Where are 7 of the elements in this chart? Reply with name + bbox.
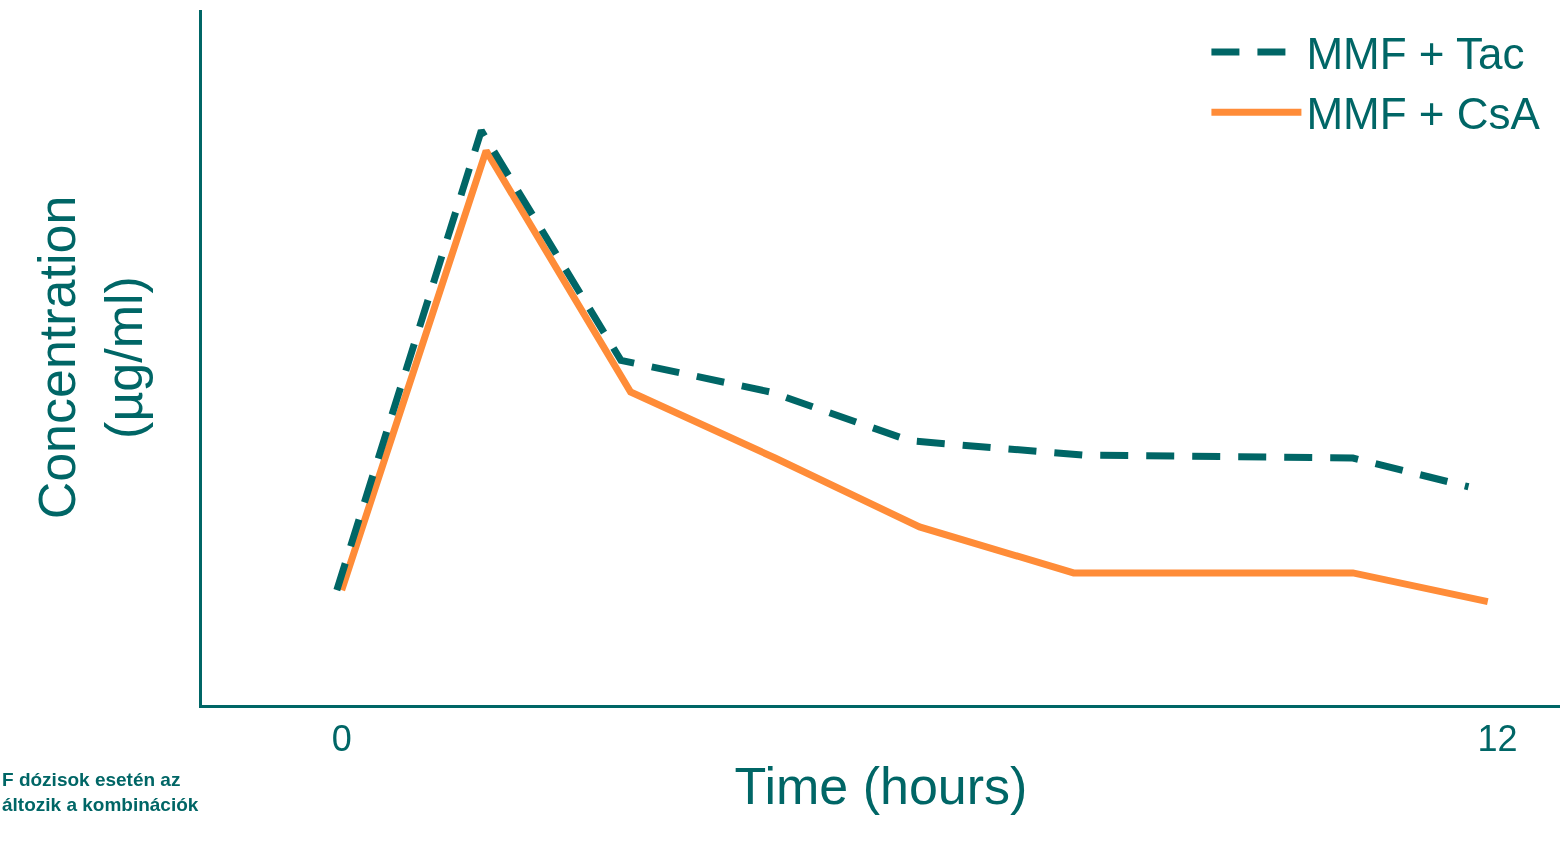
text: F dózisok esetén az áltozik a kombinációk	[2, 769, 199, 815]
x-tick-label: 0	[331, 718, 352, 760]
y-axis-title: Concentration (µg/ml)	[27, 195, 154, 520]
legend-label: MMF + CsA	[1306, 89, 1541, 139]
x-tick-label: 12	[1477, 718, 1518, 760]
legend-label: MMF + Tac	[1306, 29, 1525, 79]
x-axis-title: Time (hours)	[734, 757, 1028, 816]
